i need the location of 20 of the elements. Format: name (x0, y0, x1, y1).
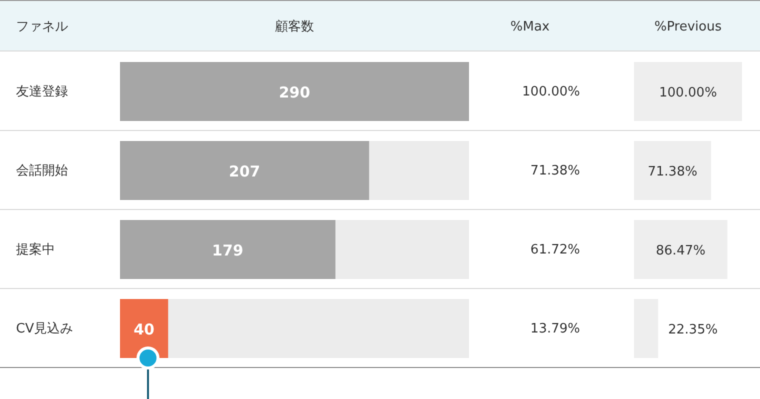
data-label: 71.38% (530, 164, 580, 178)
chart-title: %Previous (654, 20, 722, 34)
data-label: 100.00% (522, 84, 580, 100)
chart-title: 顧客数 (275, 18, 314, 34)
data-label: 71.38% (648, 164, 698, 180)
data-label: 179 (212, 242, 244, 260)
text: %Max (510, 20, 550, 34)
data-label: 100.00% (659, 86, 717, 100)
data-label: 207 (228, 162, 260, 180)
data-label: 86.47% (656, 244, 706, 258)
data-label: 40 (134, 320, 155, 338)
data-label: 61.72% (530, 242, 580, 258)
y-tick-label: 提案中 (16, 242, 55, 258)
data-label: 290 (278, 84, 310, 102)
data-label: 13.79% (530, 322, 580, 336)
y-tick-label: CV見込み (16, 322, 73, 336)
y-axis-title: ファネル (16, 20, 68, 34)
data-label: 22.35% (668, 322, 718, 338)
y-tick-label: 友達登録 (16, 84, 68, 100)
y-tick-label: 会話開始 (16, 164, 68, 178)
